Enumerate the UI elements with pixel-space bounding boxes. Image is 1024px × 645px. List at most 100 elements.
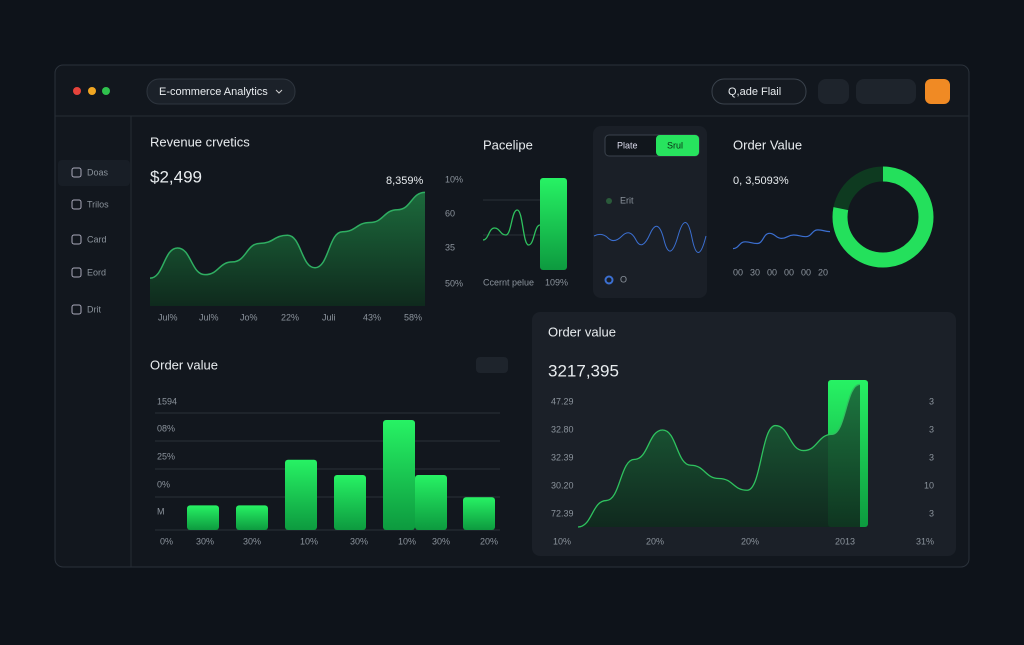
x-tick-label: 30% [196,536,214,546]
bar [463,497,495,530]
toggle-panel [593,126,707,298]
x-tick-label: 30% [432,536,450,546]
icon-button[interactable] [818,79,849,104]
bars-title: Order value [150,357,218,372]
y-tick-label: 72.39 [551,508,574,518]
y2-tick-label: 3 [929,452,934,462]
y-tick-label: 1594 [157,396,177,406]
sidebar-item[interactable]: Doas [87,167,109,177]
sidebar-item[interactable]: Card [87,234,107,244]
close-dot[interactable] [73,87,81,95]
bar [383,420,415,530]
pacelipe-caption-value: 109% [545,277,568,287]
y-tick-label: 32.80 [551,424,574,434]
legend-dot [604,275,614,285]
order-value-title: Order Value [733,137,802,152]
sidebar-icon [71,199,82,210]
toggle-item: O [620,274,627,284]
bar [285,459,317,530]
order-value-value: 0, 3,5093% [733,175,789,187]
x-tick-label: 31% [916,536,934,546]
x-tick-label: 0% [160,536,173,546]
profile-button[interactable] [925,79,950,104]
bar [415,475,447,530]
order-line [732,229,831,250]
x-tick-label: Jo% [240,312,258,322]
x-tick-label: 43% [363,312,381,322]
x-tick-label: 00 [733,267,743,277]
title-pill[interactable] [146,78,296,105]
x-tick-label: Jul% [158,312,178,322]
x-tick-label: 20% [646,536,664,546]
x-tick-label: 00 [767,267,777,277]
min-dot[interactable] [88,87,96,95]
bar [236,505,268,530]
y2-tick-label: 10 [924,480,934,490]
x-tick-label: 22% [281,312,299,322]
sidebar-active [58,160,130,186]
x-tick-label: 00 [784,267,794,277]
sidebar-icon [71,234,82,245]
x-tick-label: 10% [398,536,416,546]
pacelipe-bar [540,178,567,270]
revenue-area [150,192,425,306]
search-box[interactable] [711,78,807,105]
revenue-value: $2,499 [150,167,202,186]
toggle-item: Erit [620,195,634,205]
y-tick-label: 47.29 [551,396,574,406]
revenue-line [149,191,426,279]
x-tick-label: 10% [300,536,318,546]
pacelipe-title: Pacelipe [483,137,533,152]
search-text: Q,ade Flail [728,86,781,98]
x-tick-label: 20% [741,536,759,546]
sidebar-icon [71,267,82,278]
y-tick-label: 35 [445,242,455,252]
segment[interactable]: Plate [617,140,638,150]
y-tick-label: 30.20 [551,480,574,490]
big-value: 3217,395 [548,361,619,380]
x-tick-label: 30 [750,267,760,277]
x-tick-label: 20% [480,536,498,546]
big-title: Order value [548,324,616,339]
x-tick-label: 2013 [835,536,855,546]
y-tick-label: 25% [157,451,175,461]
revenue-badge: 8,359% [386,175,424,187]
y2-tick-label: 3 [929,424,934,434]
pacelipe-caption: Ccernt pelue [483,277,534,287]
max-dot[interactable] [102,87,110,95]
sidebar-icon [71,167,82,178]
chevron [275,89,283,94]
y-tick-label: 50% [445,278,463,288]
sidebar-item[interactable]: Drit [87,304,101,314]
segment-active[interactable] [656,135,699,156]
segment[interactable]: Srul [667,140,683,150]
dropdown[interactable] [476,357,508,373]
legend-dot [606,198,612,204]
y-tick-label: 32.39 [551,452,574,462]
x-tick-label: 30% [350,536,368,546]
x-tick-label: Jul% [199,312,219,322]
x-tick-label: 20 [818,267,828,277]
big-line [577,383,861,528]
icon-button[interactable] [856,79,916,104]
wave-line [593,222,707,253]
y-tick-label: 60 [445,208,455,218]
x-tick-label: 30% [243,536,261,546]
sidebar-icon [71,304,82,315]
bar [334,475,366,530]
donut-segment [832,166,934,268]
sidebar-item[interactable]: Eord [87,267,106,277]
x-tick-label: 00 [801,267,811,277]
y-tick-label: M [157,506,165,516]
bar [187,505,219,530]
pacelipe-line [482,209,541,246]
x-tick-label: 10% [553,536,571,546]
y-tick-label: 08% [157,423,175,433]
app-title: E-commerce Analytics [159,86,268,98]
sidebar-item[interactable]: Trilos [87,199,109,209]
big-area [578,384,860,527]
y2-tick-label: 3 [929,508,934,518]
x-tick-label: 58% [404,312,422,322]
x-tick-label: Juli [322,312,336,322]
